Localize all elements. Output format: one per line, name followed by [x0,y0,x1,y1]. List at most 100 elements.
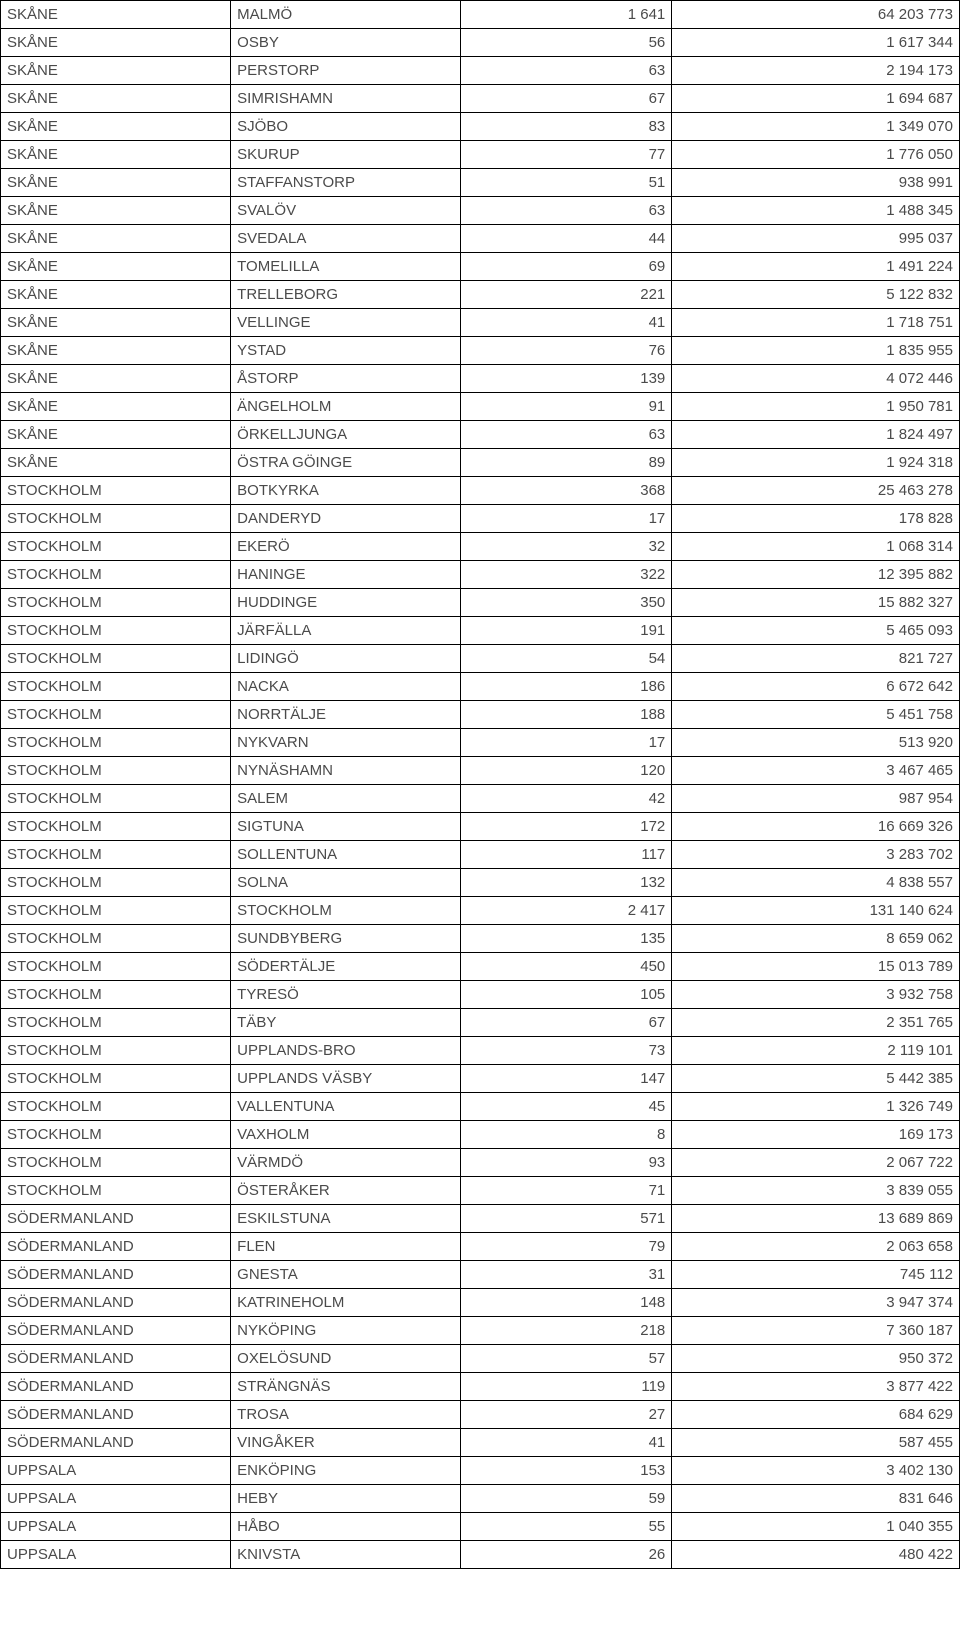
cell-amount: 1 718 751 [672,309,960,337]
cell-count: 2 417 [461,897,672,925]
table-row: STOCKHOLMEKERÖ321 068 314 [1,533,960,561]
cell-amount: 64 203 773 [672,1,960,29]
cell-amount: 1 326 749 [672,1093,960,1121]
cell-count: 117 [461,841,672,869]
cell-region: SÖDERMANLAND [1,1317,231,1345]
cell-count: 31 [461,1261,672,1289]
cell-count: 139 [461,365,672,393]
table-row: STOCKHOLMHANINGE32212 395 882 [1,561,960,589]
table-row: SKÅNEÅSTORP1394 072 446 [1,365,960,393]
cell-amount: 1 617 344 [672,29,960,57]
cell-region: SKÅNE [1,169,231,197]
cell-count: 76 [461,337,672,365]
table-row: STOCKHOLMVALLENTUNA451 326 749 [1,1093,960,1121]
table-row: STOCKHOLMSIGTUNA17216 669 326 [1,813,960,841]
cell-amount: 821 727 [672,645,960,673]
cell-count: 17 [461,505,672,533]
cell-count: 59 [461,1485,672,1513]
table-row: SÖDERMANLANDESKILSTUNA57113 689 869 [1,1205,960,1233]
cell-count: 63 [461,421,672,449]
cell-count: 71 [461,1177,672,1205]
cell-municipality: SIGTUNA [231,813,461,841]
cell-count: 32 [461,533,672,561]
cell-municipality: SÖDERTÄLJE [231,953,461,981]
cell-amount: 1 835 955 [672,337,960,365]
cell-municipality: VINGÅKER [231,1429,461,1457]
cell-region: SKÅNE [1,225,231,253]
cell-amount: 15 882 327 [672,589,960,617]
cell-amount: 3 283 702 [672,841,960,869]
cell-amount: 2 194 173 [672,57,960,85]
cell-region: STOCKHOLM [1,645,231,673]
cell-municipality: OXELÖSUND [231,1345,461,1373]
cell-municipality: EKERÖ [231,533,461,561]
table-row: SÖDERMANLANDVINGÅKER41587 455 [1,1429,960,1457]
cell-region: STOCKHOLM [1,981,231,1009]
table-row: STOCKHOLMBOTKYRKA36825 463 278 [1,477,960,505]
cell-region: STOCKHOLM [1,925,231,953]
cell-count: 56 [461,29,672,57]
cell-municipality: VAXHOLM [231,1121,461,1149]
table-row: SKÅNESKURUP771 776 050 [1,141,960,169]
cell-count: 172 [461,813,672,841]
table-row: STOCKHOLMÖSTERÅKER713 839 055 [1,1177,960,1205]
cell-amount: 5 465 093 [672,617,960,645]
cell-amount: 12 395 882 [672,561,960,589]
cell-municipality: UPPLANDS-BRO [231,1037,461,1065]
cell-region: SKÅNE [1,365,231,393]
cell-amount: 5 122 832 [672,281,960,309]
cell-municipality: SOLLENTUNA [231,841,461,869]
cell-region: SKÅNE [1,281,231,309]
cell-region: SKÅNE [1,449,231,477]
cell-amount: 3 877 422 [672,1373,960,1401]
cell-municipality: HUDDINGE [231,589,461,617]
cell-municipality: GNESTA [231,1261,461,1289]
cell-region: STOCKHOLM [1,757,231,785]
cell-municipality: SALEM [231,785,461,813]
cell-municipality: NORRTÄLJE [231,701,461,729]
cell-count: 54 [461,645,672,673]
cell-municipality: TYRESÖ [231,981,461,1009]
table-row: SKÅNEÖSTRA GÖINGE891 924 318 [1,449,960,477]
cell-amount: 6 672 642 [672,673,960,701]
cell-count: 26 [461,1541,672,1569]
cell-amount: 1 824 497 [672,421,960,449]
cell-region: SKÅNE [1,113,231,141]
cell-municipality: HANINGE [231,561,461,589]
table-row: STOCKHOLMVAXHOLM8169 173 [1,1121,960,1149]
table-row: STOCKHOLMSOLLENTUNA1173 283 702 [1,841,960,869]
cell-region: SKÅNE [1,253,231,281]
table-row: STOCKHOLMSUNDBYBERG1358 659 062 [1,925,960,953]
cell-count: 148 [461,1289,672,1317]
cell-count: 42 [461,785,672,813]
cell-amount: 831 646 [672,1485,960,1513]
cell-region: STOCKHOLM [1,841,231,869]
cell-municipality: SUNDBYBERG [231,925,461,953]
table-row: SÖDERMANLANDOXELÖSUND57950 372 [1,1345,960,1373]
cell-region: STOCKHOLM [1,617,231,645]
cell-region: SKÅNE [1,337,231,365]
cell-count: 135 [461,925,672,953]
table-row: STOCKHOLMSOLNA1324 838 557 [1,869,960,897]
cell-municipality: SVEDALA [231,225,461,253]
cell-amount: 131 140 624 [672,897,960,925]
cell-amount: 4 838 557 [672,869,960,897]
cell-count: 45 [461,1093,672,1121]
document-page: SKÅNEMALMÖ1 64164 203 773SKÅNEOSBY561 61… [0,0,960,1569]
cell-count: 91 [461,393,672,421]
cell-count: 44 [461,225,672,253]
table-row: STOCKHOLMLIDINGÖ54821 727 [1,645,960,673]
cell-municipality: HÅBO [231,1513,461,1541]
cell-amount: 15 013 789 [672,953,960,981]
cell-municipality: STRÄNGNÄS [231,1373,461,1401]
cell-municipality: SIMRISHAMN [231,85,461,113]
cell-count: 450 [461,953,672,981]
cell-region: STOCKHOLM [1,589,231,617]
table-body: SKÅNEMALMÖ1 64164 203 773SKÅNEOSBY561 61… [1,1,960,1569]
cell-count: 79 [461,1233,672,1261]
cell-region: SKÅNE [1,393,231,421]
cell-municipality: ÅSTORP [231,365,461,393]
cell-count: 221 [461,281,672,309]
cell-municipality: SVALÖV [231,197,461,225]
table-row: SKÅNESJÖBO831 349 070 [1,113,960,141]
